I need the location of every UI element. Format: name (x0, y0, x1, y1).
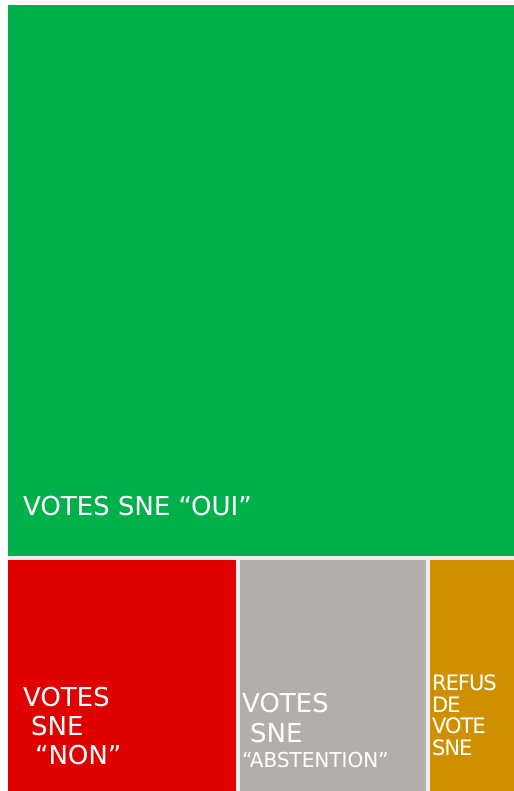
tile-label-line: “NON” (35, 740, 122, 771)
tile-label-refus-de-vote: REFUS DE VOTE SNE (432, 671, 514, 760)
tile-separator (8, 556, 514, 560)
tile-label-line: SNE (432, 735, 472, 760)
tile-label-line: VOTE (432, 714, 486, 739)
tile-label-line: DE (432, 692, 460, 717)
tile-label-line: SNE (31, 711, 84, 742)
tile-separator (426, 560, 430, 791)
tile-label-line: SNE (250, 718, 303, 749)
tile-label-votes-oui: VOTES SNE “OUI” (23, 491, 514, 522)
tile-refus-de-vote: REFUS DE VOTE SNE (430, 560, 514, 791)
tile-separator (236, 560, 240, 791)
tile-label-line: VOTES (242, 689, 329, 720)
tile-votes-non: VOTES SNE “NON” (8, 560, 236, 791)
tile-label-votes-abstention: VOTES SNE “ABSTENTION” (242, 690, 426, 771)
tile-label-line: REFUS (432, 671, 497, 696)
tile-votes-abstention: VOTES SNE “ABSTENTION” (240, 560, 426, 791)
tile-label-line: VOTES (23, 682, 110, 713)
tile-votes-oui: VOTES SNE “OUI” (8, 5, 514, 556)
tile-label-line: VOTES SNE “OUI” (23, 491, 252, 522)
tile-label-line: “ABSTENTION” (242, 747, 389, 772)
tile-label-votes-non: VOTES SNE “NON” (23, 682, 236, 771)
